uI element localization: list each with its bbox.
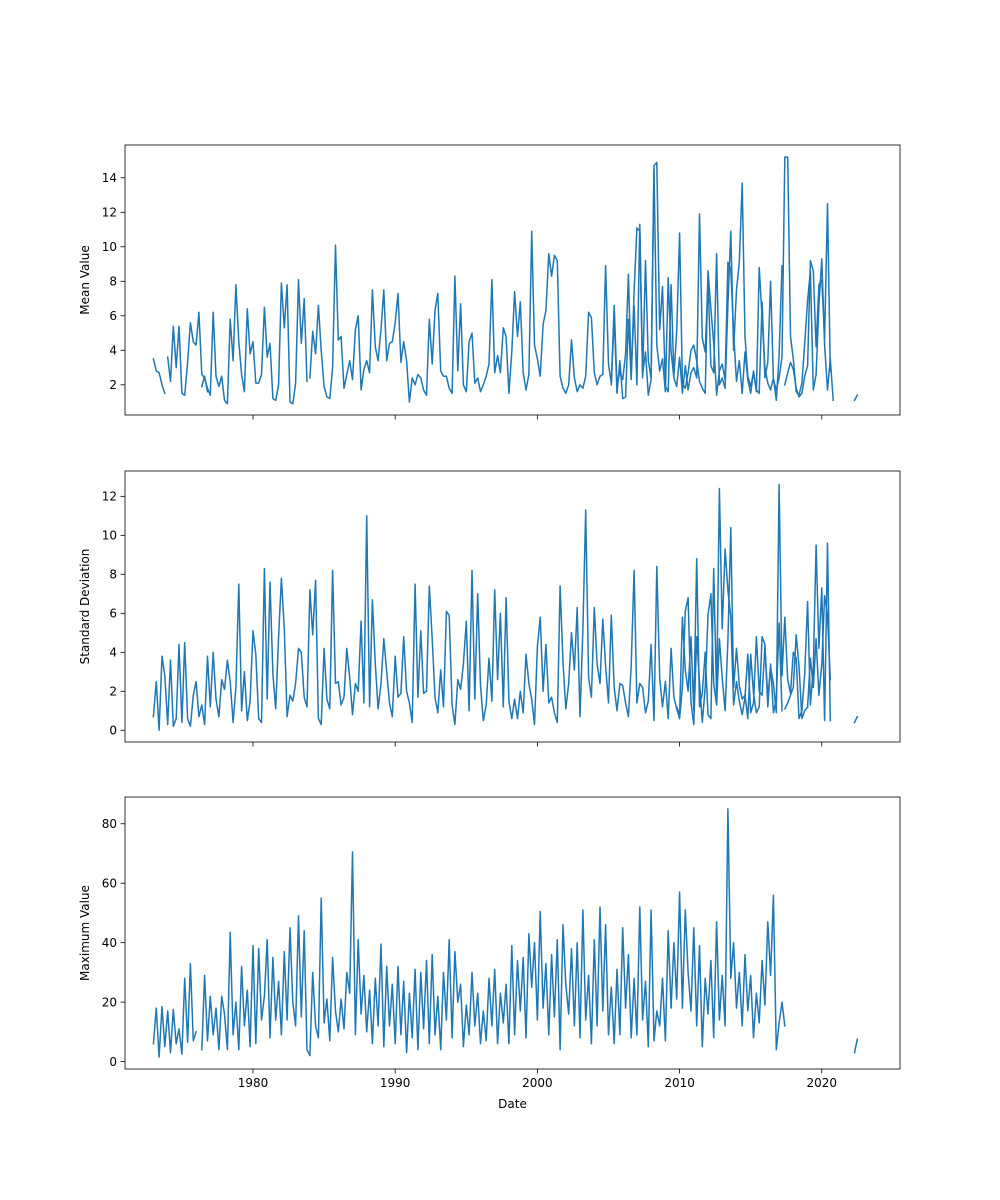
- chart-2-x-tick-label-0: 1980: [238, 1076, 269, 1090]
- chart-0-axes-frame: [124, 144, 901, 416]
- chart-2-series-line-segment-1: [201, 808, 786, 1057]
- chart-0-y-tick-label-2: 6: [109, 309, 117, 323]
- chart-0-y-tick-label-1: 4: [109, 344, 117, 358]
- chart-0-series-line-segment-3: [309, 161, 783, 403]
- chart-2-series-line-segment-0: [152, 962, 198, 1058]
- chart-1-y-tick-label-0: 0: [109, 724, 117, 738]
- chart-0-series-line-segment-6: [853, 394, 859, 402]
- chart-2-series-line-segment-2: [853, 1038, 859, 1054]
- chart-0-series-line-segment-5: [783, 202, 832, 398]
- maximum-value-subplot: 1980 1990 2000 2010 2020 0 20 40 60 80 Maximum Val…: [78, 796, 901, 1111]
- chart-1-y-tick-label-4: 8: [109, 568, 117, 582]
- chart-1-series-line-segment-3: [853, 715, 859, 724]
- chart-2-y-axis-label: Maximum Value: [78, 885, 92, 981]
- chart-1-axes-frame: [124, 470, 901, 743]
- chart-1-y-tick-label-6: 12: [102, 490, 117, 504]
- chart-2-x-tick-label-3: 2010: [664, 1076, 695, 1090]
- chart-2-axes-frame: [124, 796, 901, 1070]
- chart-0-y-tick-label-4: 10: [102, 240, 117, 254]
- chart-0-series-line-segment-1: [166, 278, 308, 405]
- chart-1-y-tick-label-3: 6: [109, 607, 117, 621]
- chart-1-series-line-segment-1: [675, 483, 832, 722]
- chart-2-y-tick-label-1: 20: [102, 995, 117, 1009]
- chart-0-y-tick-label-3: 8: [109, 275, 117, 289]
- chart-1-series-line-segment-0: [152, 509, 783, 732]
- chart-2-x-axis-label: Date: [498, 1097, 527, 1111]
- mean-value-subplot: 2 4 6 8 10 12 14 Mean Value: [78, 144, 901, 420]
- chart-2-x-tick-label-4: 2020: [807, 1076, 838, 1090]
- chart-1-y-axis-label: Standard Deviation: [78, 549, 92, 665]
- chart-1-y-tick-label-1: 2: [109, 685, 117, 699]
- chart-0-y-tick-label-5: 12: [102, 206, 117, 220]
- chart-0-series-line-segment-0: [152, 357, 166, 395]
- chart-0-series-line-segment-2: [200, 375, 209, 393]
- chart-1-y-tick-label-5: 10: [102, 529, 117, 543]
- chart-2-x-tick-label-2: 2000: [522, 1076, 553, 1090]
- chart-1-y-tick-label-2: 4: [109, 646, 117, 660]
- chart-0-y-tick-label-6: 14: [102, 171, 117, 185]
- chart-2-y-tick-label-3: 60: [102, 877, 117, 891]
- chart-2-y-tick-label-2: 40: [102, 936, 117, 950]
- chart-0-series-line-segment-4: [610, 156, 835, 402]
- chart-0-y-axis-label: Mean Value: [78, 245, 92, 314]
- standard-deviation-subplot: 0 2 4 6 8 10 12 Standard Deviation: [78, 470, 901, 747]
- chart-2-y-tick-label-4: 80: [102, 817, 117, 831]
- chart-2-y-tick-label-0: 0: [109, 1055, 117, 1069]
- chart-2-x-tick-label-1: 1990: [380, 1076, 411, 1090]
- chart-0-y-tick-label-0: 2: [109, 378, 117, 392]
- chart-1-series-line-segment-2: [783, 595, 832, 720]
